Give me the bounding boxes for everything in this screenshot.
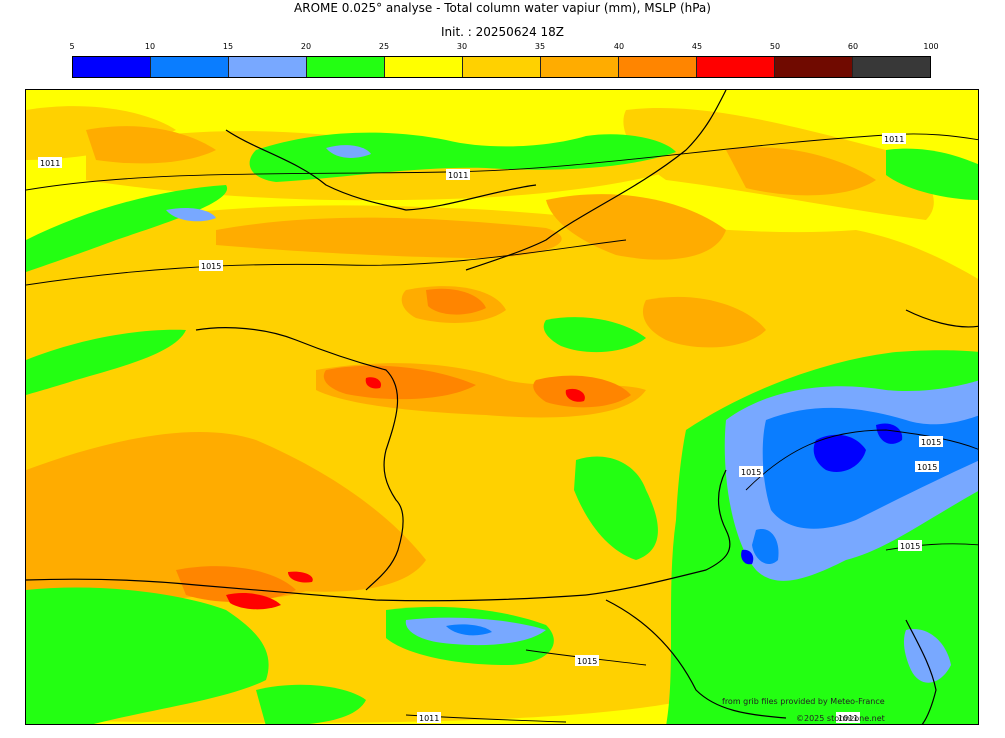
colorbar [72,56,931,78]
isobar-label: 1011 [838,714,858,723]
field-40-45 [176,288,631,602]
isobar-label: 1015 [917,463,937,472]
colorbar-tick: 100 [923,42,939,51]
colorbar-tick: 25 [378,42,390,51]
colorbar-tick: 45 [691,42,703,51]
colorbar-segment [619,57,697,77]
field-5-10 [741,423,903,565]
isobar-label: 1015 [900,542,920,551]
colorbar-tick: 60 [847,42,859,51]
colorbar-segment [229,57,307,77]
field-45-50 [226,377,585,610]
isobar-label: 1011 [419,714,439,723]
colorbar-segment [697,57,775,77]
colorbar-tick: 30 [456,42,468,51]
colorbar-tick: 40 [613,42,625,51]
isobar-label: 1015 [577,657,597,666]
colorbar-segment [853,57,930,77]
colorbar-tick: 50 [769,42,781,51]
colorbar-segment [385,57,463,77]
colorbar-tick: 10 [144,42,156,51]
isobar-label: 1015 [741,468,761,477]
coastlines [26,90,978,724]
isobar-labels: 1011 1011 1011 1015 1015 1015 1015 1015 … [38,133,943,723]
water-vapour-field: 1011 1011 1011 1015 1015 1015 1015 1015 … [26,90,978,724]
colorbar-segment [73,57,151,77]
colorbar-segment [307,57,385,77]
colorbar-segment [775,57,853,77]
weather-map: 1011 1011 1011 1015 1015 1015 1015 1015 … [25,89,979,725]
colorbar-segment [463,57,541,77]
colorbar-tick: 5 [69,42,75,51]
isobar-label: 1015 [201,262,221,271]
colorbar-tick: 35 [534,42,546,51]
map-title: AROME 0.025° analyse - Total column wate… [294,1,711,15]
colorbar-segment [541,57,619,77]
colorbar-tick: 15 [222,42,234,51]
isobar-label: 1011 [40,159,60,168]
colorbar-segment [151,57,229,77]
isobar-label: 1015 [921,438,941,447]
isobar-label: 1011 [448,171,468,180]
source-credit: from grib files provided by Meteo-France [722,697,885,706]
isobar-label: 1011 [884,135,904,144]
init-time: Init. : 20250624 18Z [440,25,565,39]
copyright-credit: ©2025 stormzone.net [796,714,885,723]
colorbar-tick: 20 [300,42,312,51]
